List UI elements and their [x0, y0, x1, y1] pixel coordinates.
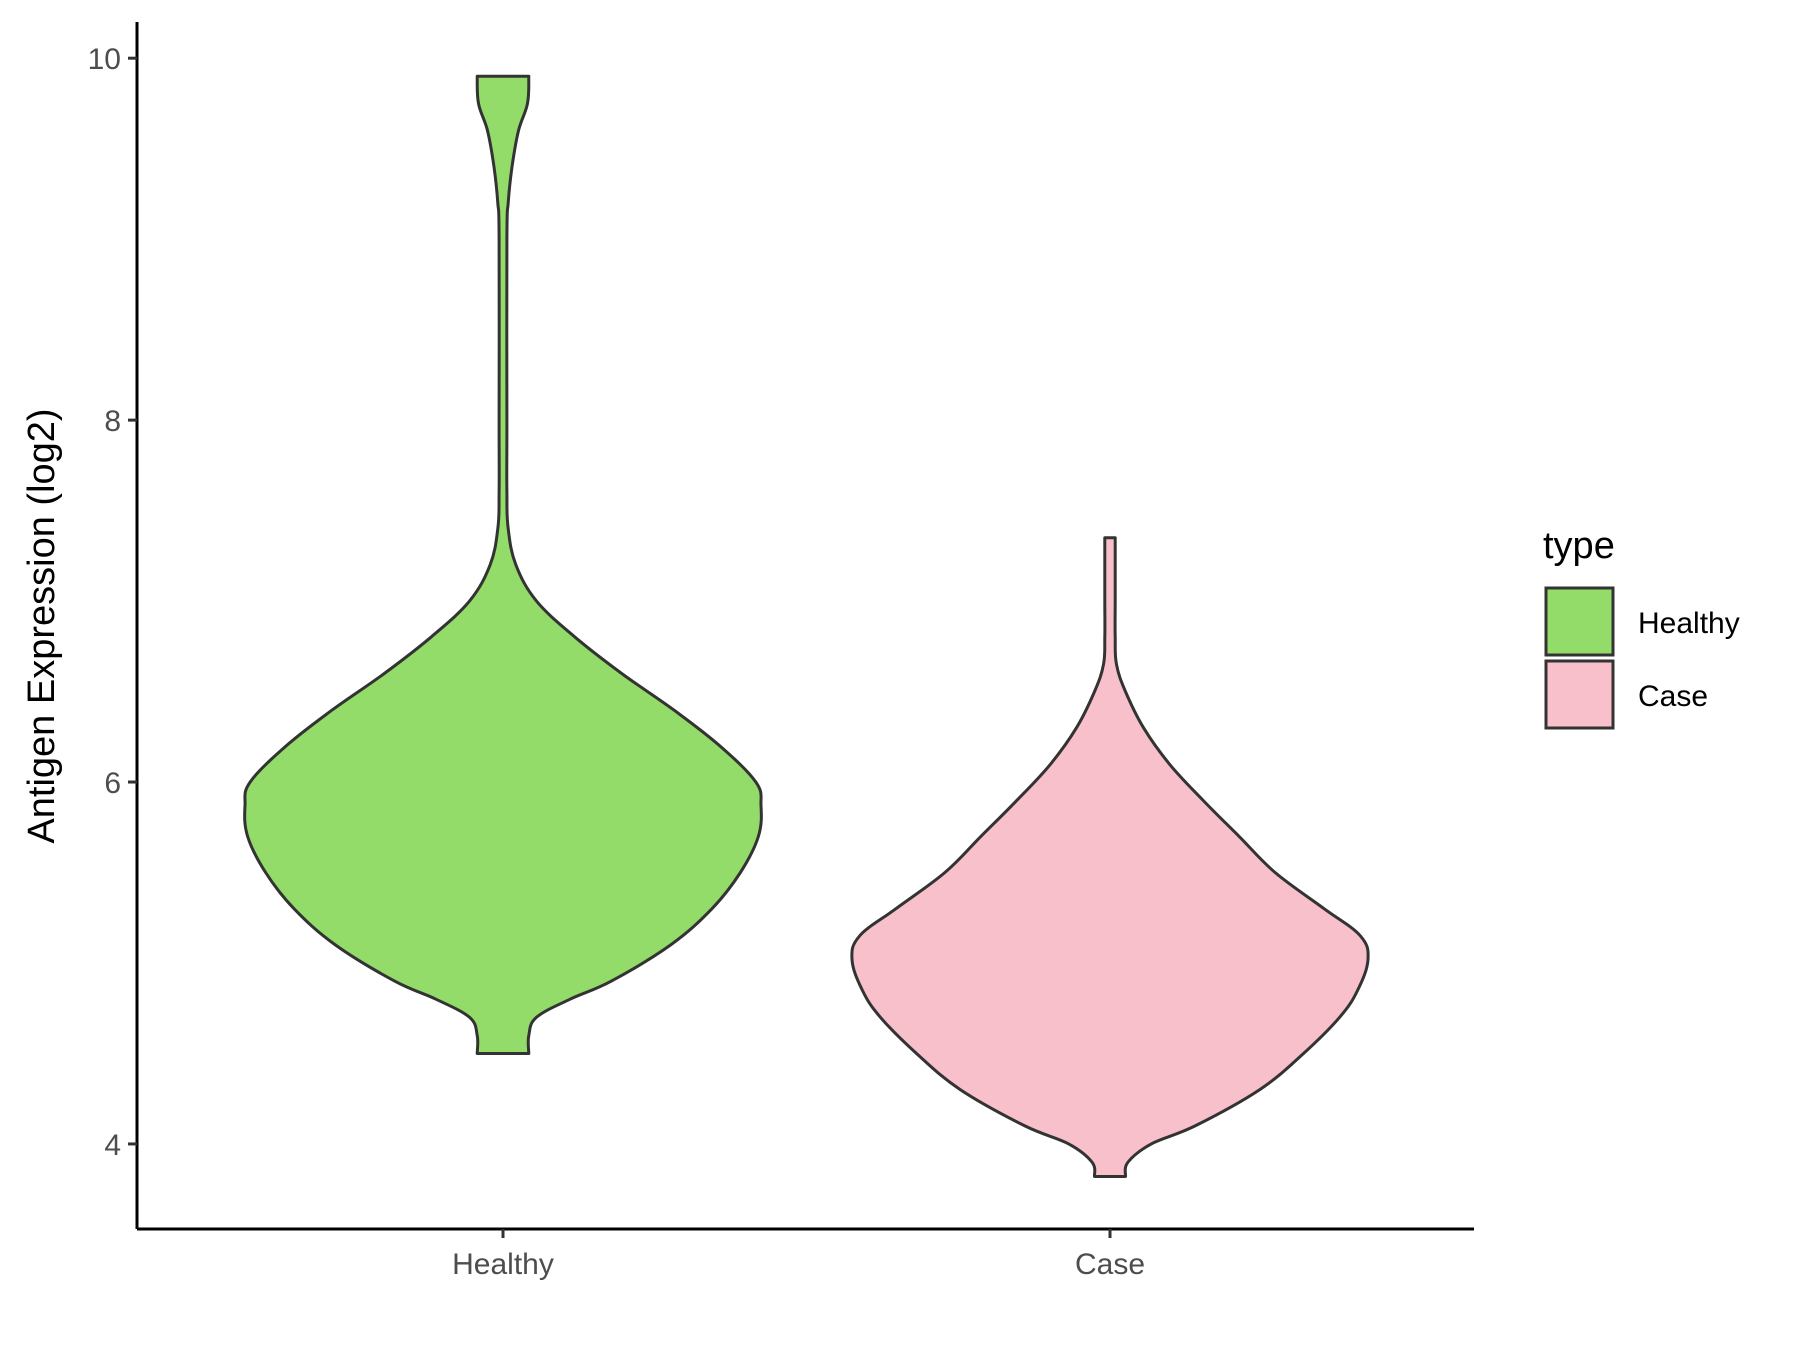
legend-label-case: Case [1638, 680, 1708, 713]
legend-swatch-case [1544, 659, 1615, 730]
x-tick-label: Case [1075, 1248, 1145, 1281]
y-ticks: 4 6 8 10 [88, 43, 137, 1162]
legend: type Healthy Case [1543, 525, 1740, 730]
violin-case [850, 536, 1370, 1178]
legend-label-healthy: Healthy [1638, 607, 1740, 640]
legend-title: type [1543, 525, 1615, 567]
y-tick-label: 10 [88, 43, 121, 76]
y-tick-label: 8 [104, 405, 121, 438]
x-ticks: Healthy Case [452, 1229, 1145, 1281]
y-axis-title: Antigen Expression (log2) [21, 408, 63, 843]
violin-healthy [243, 74, 763, 1055]
y-tick-label: 4 [104, 1129, 121, 1162]
axes-layer [135, 22, 1474, 1231]
y-tick-label: 6 [104, 767, 121, 800]
legend-swatch-healthy [1544, 586, 1615, 657]
violin-layer [243, 74, 1370, 1178]
x-tick-label: Healthy [452, 1248, 554, 1281]
